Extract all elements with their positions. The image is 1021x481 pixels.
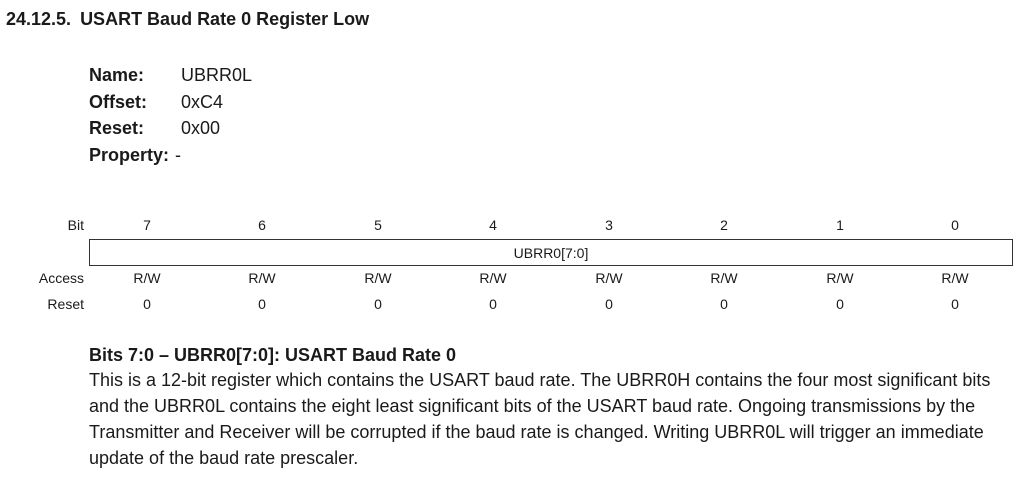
bit-number: 6: [258, 217, 266, 233]
reset-value: 0: [836, 296, 844, 312]
section-title-text: USART Baud Rate 0 Register Low: [80, 9, 370, 29]
reset-value: 0: [605, 296, 613, 312]
property-value: 0x00: [181, 118, 221, 138]
bit-description: Bits 7:0 – UBRR0[7:0]: USART Baud Rate 0…: [89, 343, 1014, 471]
reset-value: 0: [720, 296, 728, 312]
register-field-box: UBRR0[7:0]: [89, 239, 1013, 266]
property-row-property: Property: -: [89, 142, 252, 169]
bit-number: 0: [951, 217, 959, 233]
reset-value: 0: [489, 296, 497, 312]
bit-row-label: Bit: [67, 217, 84, 233]
property-row-reset: Reset: 0x00: [89, 115, 252, 142]
access-value: R/W: [595, 270, 623, 286]
property-key: Name:: [89, 65, 145, 85]
property-row-name: Name: UBRR0L: [89, 62, 252, 89]
section-number: 24.12.5.: [6, 9, 72, 29]
bit-table: Bit Access Reset 7 6 5 4 3 2 1 0 UBRR0[7…: [0, 214, 1021, 319]
property-value: -: [175, 144, 182, 165]
bit-description-heading: Bits 7:0 – UBRR0[7:0]: USART Baud Rate 0: [89, 345, 457, 365]
bit-number: 1: [836, 217, 844, 233]
access-row-label: Access: [38, 270, 84, 286]
reset-value: 0: [258, 296, 266, 312]
access-value: R/W: [364, 270, 392, 286]
bit-number: 3: [605, 217, 613, 233]
access-value: R/W: [248, 270, 276, 286]
reset-value: 0: [951, 296, 959, 312]
bit-number: 2: [720, 217, 728, 233]
bit-number: 7: [143, 217, 151, 233]
reset-value: 0: [374, 296, 382, 312]
access-value: R/W: [941, 270, 969, 286]
property-key: Property:: [89, 144, 170, 165]
bit-description-body: This is a 12-bit register which contains…: [89, 370, 991, 468]
reset-value: 0: [143, 296, 151, 312]
bit-number: 5: [374, 217, 382, 233]
register-properties: Name: UBRR0L Offset: 0xC4 Reset: 0x00 Pr…: [89, 62, 252, 168]
access-value: R/W: [710, 270, 738, 286]
property-row-offset: Offset: 0xC4: [89, 89, 252, 116]
access-value: R/W: [133, 270, 161, 286]
bit-number: 4: [489, 217, 497, 233]
access-value: R/W: [826, 270, 854, 286]
property-value: UBRR0L: [181, 65, 253, 85]
property-key: Offset:: [89, 91, 147, 112]
reset-row-label: Reset: [47, 296, 84, 312]
register-field-name: UBRR0[7:0]: [513, 244, 589, 261]
property-value: 0xC4: [181, 91, 224, 112]
section-title: 24.12.5. USART Baud Rate 0 Register Low: [6, 9, 369, 30]
access-value: R/W: [479, 270, 507, 286]
property-key: Reset:: [89, 118, 145, 138]
